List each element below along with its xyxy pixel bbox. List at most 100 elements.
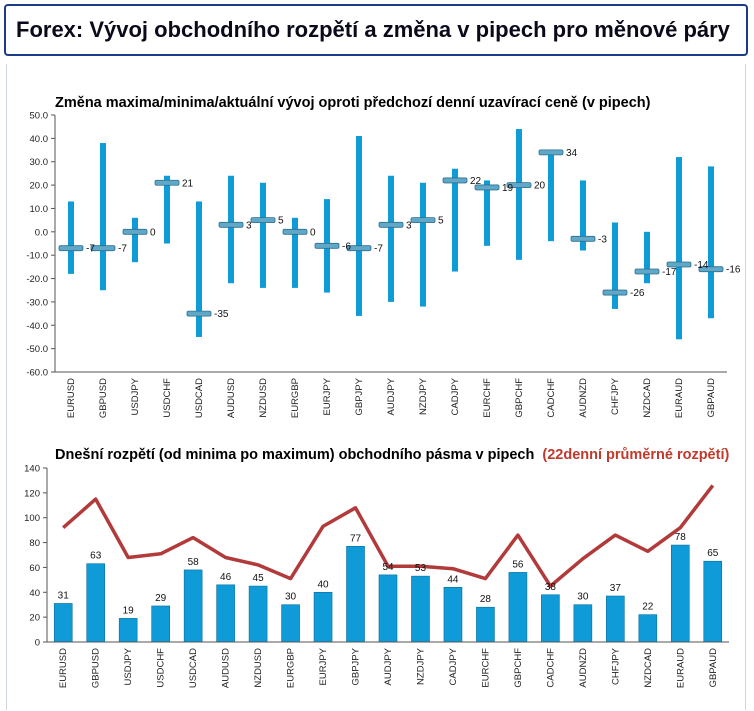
range-bar [346,546,365,643]
range-bar [548,150,554,242]
x-tick-label: AUDJPY [386,377,397,415]
charts-panel: Změna maxima/minima/aktuální vývoj oprot… [6,64,746,710]
x-tick-label: AUDNZD [578,378,589,418]
data-label: 58 [188,557,200,568]
range-bar [118,618,138,643]
range-bar [676,157,682,340]
current-marker [538,149,564,156]
range-bar [443,587,463,643]
avg-range-line [62,484,715,588]
data-label: 19 [123,605,135,616]
y-tick-label: 120 [24,488,40,499]
data-label: 38 [545,582,557,593]
data-label: 0 [310,227,316,238]
data-label: 45 [253,573,265,584]
y-tick-label: -10.0 [26,251,48,262]
y-tick-label: 0.0 [35,227,48,238]
range-bar [703,560,723,643]
current-marker [570,235,596,242]
data-label: -3 [598,234,607,245]
x-tick-label: EURAUD [674,378,685,418]
current-marker [154,179,180,186]
data-label: 3 [406,220,412,231]
data-label: 0 [150,227,156,238]
y-tick-label: 30.0 [30,157,49,168]
y-tick-label: -30.0 [26,297,48,308]
data-label: 21 [182,178,194,189]
range-bar [508,572,528,643]
range-bar [100,143,106,291]
data-label: 22 [470,176,482,187]
current-marker [90,245,116,252]
current-marker [346,245,372,252]
range-bar [248,585,268,643]
data-label: -35 [214,309,229,320]
x-tick-label: USDJPY [123,647,134,685]
chart1-title: Změna maxima/minima/aktuální vývoj oprot… [55,95,651,111]
range-bar [573,604,593,643]
chart2-title-main: Dnešní rozpětí (od minima po maximum) ob… [55,447,534,463]
data-label: 63 [90,551,102,562]
range-bar [420,182,426,307]
data-label: 5 [438,216,444,227]
range-bar [228,175,234,284]
y-tick-label: 80 [29,538,40,549]
data-label: 30 [577,592,589,603]
data-label: 46 [220,572,232,583]
range-change-chart: Změna maxima/minima/aktuální vývoj oprot… [26,95,741,418]
range-bar [452,168,458,272]
range-bar [476,606,495,643]
x-tick-label: NZDCAD [642,378,653,418]
data-label: -6 [342,241,351,252]
y-tick-label: 140 [24,464,40,475]
x-tick-label: GBPCHF [514,378,525,418]
current-marker [698,266,724,273]
x-tick-label: AUDJPY [383,647,394,685]
x-tick-label: NZDUSD [258,378,269,418]
x-tick-label: AUDNZD [578,648,589,688]
data-label: -7 [118,244,127,255]
data-label: 53 [415,563,427,574]
range-bar [411,575,430,643]
data-label: 22 [642,602,654,613]
data-label: 40 [317,579,329,590]
data-label: 34 [566,148,578,159]
x-tick-label: NZDCAD [643,648,654,688]
y-tick-label: -20.0 [26,274,48,285]
range-bar [356,136,362,316]
range-bar [606,595,625,643]
range-bar [516,129,522,260]
x-tick-label: EURAUD [675,648,686,688]
current-marker [634,268,660,275]
x-tick-label: CADJPY [450,377,461,415]
x-tick-label: EURUSD [58,648,69,688]
current-marker [410,217,436,224]
range-bar [151,605,170,643]
range-bar [670,544,690,643]
x-tick-label: GBPJPY [351,647,362,685]
current-marker [186,310,212,317]
data-label: -17 [662,267,677,278]
x-tick-label: GBPUSD [98,378,109,418]
x-tick-label: GBPCHF [513,648,524,688]
y-tick-label: -50.0 [26,344,48,355]
x-tick-label: GBPUSD [91,648,102,688]
y-tick-label: 20 [29,613,40,624]
x-tick-label: USDCAD [188,648,199,688]
x-tick-label: EURCHF [482,378,493,418]
range-bar [216,584,235,643]
x-tick-label: GBPAUD [706,378,717,418]
x-tick-label: EURUSD [66,378,77,418]
range-bar [68,201,74,274]
current-marker [666,261,692,268]
current-marker [282,228,308,235]
data-label: 77 [350,533,362,544]
current-marker [602,289,628,296]
data-label: 37 [610,583,622,594]
x-tick-label: AUDUSD [226,378,237,418]
range-bar [580,180,586,251]
x-tick-label: CHFJPY [610,377,621,415]
x-tick-label: EURGBP [290,378,301,418]
current-marker [506,182,532,188]
data-label: 19 [502,183,514,194]
